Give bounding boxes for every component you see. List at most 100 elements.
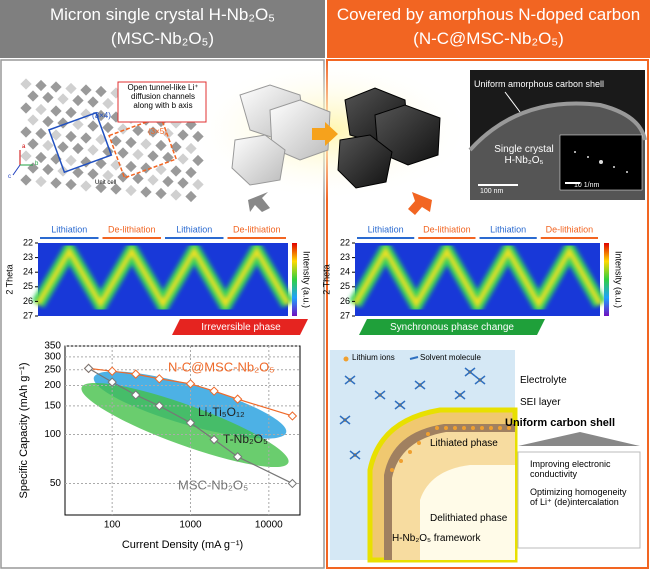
y-tick-label: 300 [44,352,61,363]
octahedron [177,153,189,165]
marker [107,366,117,376]
lithiated-label: Lithiated phase [430,438,498,449]
solvent [414,380,426,390]
octahedron [50,105,62,117]
octahedron [50,81,62,93]
octahedron [50,177,62,189]
octahedron [35,103,47,116]
octahedron [170,165,182,177]
y-tick-label: 22 [23,237,33,247]
xrd-map-right: Intensity (a.u.) 2 Theta 22 23 24 25 26 27 Lithi… [321,224,623,320]
octahedron [140,186,152,198]
y-tick-label: 25 [340,281,350,291]
surface-ion [426,432,430,436]
delithiated-phase [420,465,515,560]
octahedron [155,187,167,200]
cell-label: (3×4) [92,111,111,120]
octahedron [65,130,77,143]
octahedron [177,129,189,141]
solvent [349,450,361,460]
octahedron [185,166,197,179]
scale-label: 100 nm [480,188,504,195]
benefit: Optimizing homogeneity of Li⁺ (de)interc… [530,487,627,507]
octahedron [177,177,189,189]
colorbar [292,243,297,316]
octahedron [192,130,204,143]
surface-ion [435,426,439,430]
octahedron [125,160,137,173]
stage-label: Lithiation [51,224,87,234]
octahedron [72,94,84,107]
octahedron [65,154,77,167]
octahedron [185,190,197,203]
stage-label: Lithiation [176,224,212,234]
ions [339,356,511,472]
octahedron [80,180,92,192]
marker [107,377,117,387]
octahedron [87,168,99,180]
stage-label: De-lithiation [233,224,281,234]
y-tick-label: 200 [44,380,61,391]
framework-label: H-Nb₂O₅ framework [392,533,481,544]
y-tick-label: 150 [44,400,61,411]
callout: Open tunnel-like Li⁺ diffusion channels … [127,83,199,110]
octahedron [65,178,77,191]
legend-solvent [409,356,419,360]
marker [232,452,243,462]
white-particles [231,84,331,186]
axis-arrow [12,164,21,176]
electrolyte-label: Electrolyte [520,375,567,386]
phase-label: Synchronous phase change [390,322,514,333]
octahedron [87,96,99,108]
octahedron [57,93,69,105]
region [93,371,287,439]
octahedron [50,129,62,141]
x-tick-label: 100 [104,520,121,531]
marker [154,374,165,384]
marker [185,418,196,428]
octahedron [185,142,197,155]
x-tick-label: 1000 [179,520,202,531]
surface-ion [498,426,502,430]
surface-ion [444,426,448,430]
benefit: Improving electronic conductivity [530,459,611,479]
marker [185,379,196,389]
octahedron [65,106,77,119]
octahedron [42,139,54,152]
octahedron [20,174,32,186]
colorbar-label: Intensity (a.u.) [302,251,312,308]
legend-item: Solvent molecule [420,353,481,362]
benefit-roof [518,432,640,446]
y-tick-label: 50 [50,478,62,489]
octahedron [20,78,32,90]
octahedron [87,144,99,156]
header-left-bg [0,0,325,58]
axis-label: c [8,174,11,180]
y-tick-label: 250 [44,364,61,375]
stage-label: Lithiation [490,224,526,234]
colorbar [604,243,609,316]
x-axis-title: Current Density (mA g⁻¹) [122,539,243,551]
black-particles [337,87,441,189]
octahedron [42,91,54,104]
y-tick-label: 100 [44,429,61,440]
delithiated-label: Delithiated phase [430,513,508,524]
left-frame [0,59,325,569]
surface-ion [417,441,421,445]
series-label: N-C@MSC-Nb₂O₅ [168,359,275,374]
phase-tag [359,319,545,335]
header-left-title: Micron single crystal H-Nb₂O₅ [49,5,276,24]
solvent [474,375,486,385]
legend-ion [343,356,349,362]
header-right-title: Covered by amorphous N-doped carbon [336,5,641,24]
surface-ion [399,459,403,463]
octahedron [140,138,152,150]
arrow [312,122,338,146]
octahedron [35,127,47,140]
marker [232,394,243,404]
y-tick-label: 26 [23,296,33,306]
right-frame [326,59,649,569]
shell-label: Uniform carbon shell [505,417,616,429]
surface-ion [462,426,466,430]
